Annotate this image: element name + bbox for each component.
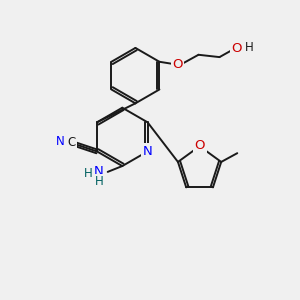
- Text: N: N: [94, 165, 104, 178]
- Text: O: O: [194, 139, 205, 152]
- Text: H: H: [84, 167, 92, 180]
- Text: C: C: [67, 136, 75, 149]
- Text: O: O: [172, 58, 183, 70]
- Text: H: H: [245, 41, 254, 54]
- Text: H: H: [94, 175, 103, 188]
- Text: O: O: [232, 42, 242, 56]
- Text: N: N: [143, 145, 152, 158]
- Text: N: N: [56, 135, 65, 148]
